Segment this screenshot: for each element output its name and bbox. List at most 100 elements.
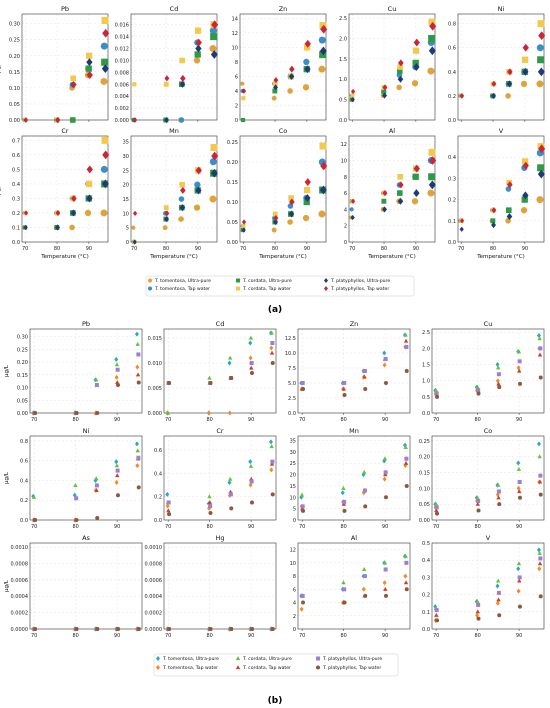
y-tick-label: 10 <box>123 211 129 217</box>
y-tick-label: 0.15 <box>419 470 430 476</box>
data-point <box>476 391 481 396</box>
data-point <box>496 489 501 494</box>
data-point <box>207 500 213 505</box>
y-tick-label: 10 <box>341 158 347 164</box>
y-tick-label: 0.00 <box>227 240 238 246</box>
data-point <box>227 360 232 366</box>
x-tick-label: 70 <box>165 633 171 639</box>
data-point <box>300 381 305 385</box>
y-tick-label: 0.0008 <box>11 561 29 567</box>
legend-marker <box>235 656 241 661</box>
data-point <box>398 59 404 67</box>
data-point <box>491 207 497 214</box>
subplot-a-cr: 0.0 0.1 0.2 0.3 0.4 0.5 0.6 0.7 70 80 90 Cr µg/L Temp… <box>0 127 110 260</box>
data-point <box>433 387 439 392</box>
data-point <box>180 74 186 82</box>
y-tick-label: 15 <box>123 197 129 203</box>
data-point <box>435 394 440 399</box>
data-point <box>538 556 543 561</box>
data-point <box>248 355 253 361</box>
legend-marker <box>236 278 240 283</box>
y-tick-label: 0.008 <box>115 70 129 76</box>
data-point <box>240 81 245 86</box>
data-point <box>496 381 501 386</box>
legend-marker <box>156 665 160 670</box>
y-tick-label: 0.5 <box>422 395 430 401</box>
data-point <box>520 80 528 88</box>
data-point <box>383 495 388 500</box>
data-point <box>195 186 202 195</box>
y-tick-label: 0.0 <box>422 411 430 417</box>
data-point <box>240 117 246 123</box>
data-point <box>178 196 185 202</box>
y-tick-label: 2.5 <box>288 396 296 402</box>
data-point <box>71 194 77 202</box>
data-point <box>269 345 274 351</box>
y-tick-label: 0 <box>344 240 347 246</box>
data-point <box>101 179 109 189</box>
y-tick-label: 0.0002 <box>11 611 29 617</box>
y-tick-label: 0.2 <box>448 198 456 204</box>
data-point <box>538 144 546 154</box>
subplot-title: Pb <box>82 320 90 328</box>
data-point <box>411 80 419 87</box>
data-point <box>363 504 368 509</box>
data-point <box>403 580 409 585</box>
data-point <box>517 479 522 484</box>
data-point <box>522 43 529 52</box>
x-tick-label: 90 <box>195 246 201 252</box>
subplot-a-cd: 0.000 0.002 0.004 0.006 0.008 0.010 0.012 0.014… <box>115 5 219 124</box>
data-point <box>475 609 481 614</box>
data-point <box>319 142 327 150</box>
data-point <box>248 335 254 340</box>
data-point <box>537 550 542 555</box>
data-point <box>163 81 169 87</box>
plot-frame <box>239 135 327 243</box>
data-point <box>269 444 274 449</box>
data-point <box>476 388 481 393</box>
data-point <box>397 197 404 205</box>
data-point <box>411 198 419 205</box>
y-tick-label: 0.6 <box>448 46 456 52</box>
data-point <box>94 487 99 492</box>
data-point <box>241 219 247 225</box>
data-point <box>289 65 295 73</box>
x-tick-label: 90 <box>248 417 254 423</box>
data-point <box>517 495 522 500</box>
data-point <box>271 227 277 233</box>
y-tick-label: 6 <box>293 587 296 593</box>
data-point <box>362 488 367 493</box>
x-axis-label: Temperature (°C) <box>367 254 415 260</box>
data-point <box>23 210 29 216</box>
plot-frame <box>348 13 436 121</box>
data-point <box>69 224 75 231</box>
data-point <box>517 575 522 580</box>
y-tick-label: 20 <box>290 473 296 479</box>
y-tick-label: 0.30 <box>9 22 20 28</box>
y-tick-label: 8 <box>235 60 238 66</box>
data-point <box>404 587 409 592</box>
subplot-title: Ni <box>498 5 505 13</box>
y-tick-label: 0.010 <box>148 361 162 367</box>
y-tick-label: 2 <box>293 614 296 620</box>
y-tick-label: 0.15 <box>227 180 238 186</box>
data-point <box>521 56 529 63</box>
data-point <box>93 377 99 382</box>
y-tick-label: 0 <box>235 118 238 124</box>
data-point <box>101 64 109 73</box>
data-point <box>403 444 408 449</box>
data-point <box>342 393 347 397</box>
legend-entry: T. tomentosa, Tap water <box>162 665 218 671</box>
subplot-title: Al <box>389 127 395 135</box>
x-tick-label: 80 <box>474 633 480 639</box>
y-tick-label: 0.4 <box>422 558 430 564</box>
y-tick-label: 0.4 <box>154 471 162 477</box>
data-point <box>350 88 356 95</box>
plot-frame <box>163 328 277 414</box>
data-point <box>178 117 185 123</box>
data-point <box>506 213 513 221</box>
data-point <box>516 561 522 566</box>
y-tick-label: 0.6 <box>20 459 28 465</box>
data-point <box>270 341 275 345</box>
y-tick-label: 0.25 <box>9 38 20 44</box>
